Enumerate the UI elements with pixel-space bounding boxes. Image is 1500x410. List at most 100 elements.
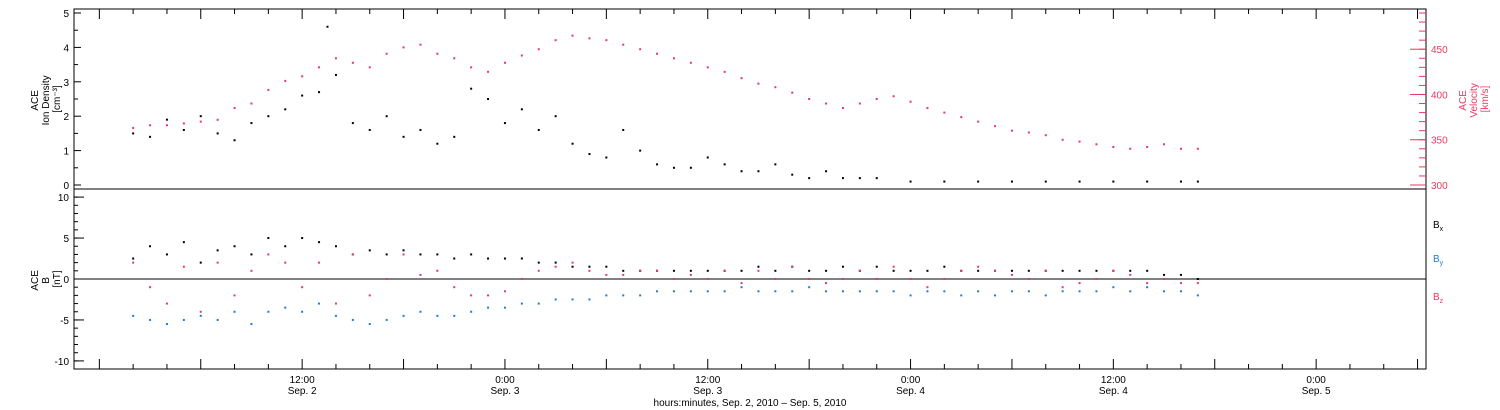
bx-point xyxy=(132,257,135,260)
bz-point xyxy=(926,286,929,289)
bz-point xyxy=(149,286,152,289)
density-point xyxy=(672,166,675,169)
bx-point xyxy=(909,269,912,272)
velocity-point xyxy=(1129,147,1132,150)
velocity-tick-label: 450 xyxy=(1431,45,1448,56)
by-point xyxy=(689,290,692,293)
bz-point xyxy=(318,261,321,264)
velocity-point xyxy=(723,70,726,73)
velocity-point xyxy=(250,102,253,105)
bz-point xyxy=(132,261,135,264)
density-point xyxy=(1010,180,1013,183)
density-point xyxy=(588,153,591,156)
bz-point xyxy=(1112,269,1115,272)
density-point xyxy=(909,180,912,183)
density-point xyxy=(199,115,202,118)
velocity-point xyxy=(419,43,422,46)
density-point xyxy=(165,118,168,121)
by-point xyxy=(656,290,659,293)
bz-point xyxy=(199,310,202,313)
velocity-point xyxy=(892,95,895,98)
velocity-point xyxy=(402,46,405,49)
velocity-point xyxy=(503,61,506,64)
by-point xyxy=(1179,290,1182,293)
by-point xyxy=(1163,290,1166,293)
bx-point xyxy=(334,245,337,248)
bz-point xyxy=(1061,286,1064,289)
bz-point xyxy=(1095,278,1098,280)
field-legend: Bx By Bz xyxy=(1433,220,1444,305)
bx-point xyxy=(757,265,760,268)
by-point xyxy=(841,290,844,293)
bx-point xyxy=(1129,269,1132,272)
by-point xyxy=(1078,290,1081,293)
bz-point xyxy=(216,261,219,264)
bx-point xyxy=(808,269,811,272)
bz-point xyxy=(791,265,794,268)
density-point xyxy=(267,115,270,118)
bz-point xyxy=(334,302,337,305)
bz-point xyxy=(1163,278,1166,280)
by-point xyxy=(216,318,219,321)
density-axis-label-line1: ACE xyxy=(30,90,41,111)
field-axis: -10 -5 0 5 10 xyxy=(55,193,84,368)
by-point xyxy=(808,286,811,289)
bz-point xyxy=(723,269,726,272)
by-point xyxy=(554,298,557,301)
bx-point xyxy=(1163,273,1166,276)
by-point xyxy=(537,302,540,305)
bz-point xyxy=(1078,282,1081,285)
velocity-axis-label-line1: ACE xyxy=(1458,90,1469,111)
density-point xyxy=(791,173,794,176)
by-point xyxy=(960,294,963,297)
bz-point xyxy=(165,302,168,305)
density-point xyxy=(284,108,287,111)
bz-point xyxy=(706,278,709,280)
density-point xyxy=(453,135,456,138)
velocity-point xyxy=(284,79,287,82)
velocity-point xyxy=(571,34,574,37)
bx-point xyxy=(182,241,185,244)
legend-bz: Bz xyxy=(1433,292,1444,305)
bz-point xyxy=(994,269,997,272)
by-point xyxy=(994,294,997,297)
velocity-point xyxy=(1010,129,1013,132)
top-panel-frame xyxy=(73,8,1427,190)
by-point xyxy=(858,290,861,293)
by-point xyxy=(132,314,135,317)
density-point xyxy=(554,115,557,118)
velocity-point xyxy=(791,91,794,94)
density-point xyxy=(1112,180,1115,183)
date-tick-label: Sep. 3 xyxy=(693,386,722,397)
velocity-point xyxy=(875,98,878,100)
velocity-point xyxy=(977,120,980,123)
bx-point xyxy=(892,269,895,272)
bz-point xyxy=(368,294,371,297)
field-axis-label: ACE B [nT] xyxy=(30,267,63,290)
velocity-axis-label-line3: [km/s] xyxy=(1480,85,1491,112)
velocity-point xyxy=(182,122,185,125)
field-tick-label: 5 xyxy=(63,234,69,245)
bx-point xyxy=(706,269,709,272)
velocity-point xyxy=(672,57,675,60)
by-point xyxy=(791,290,794,293)
by-point xyxy=(520,302,523,305)
bz-point xyxy=(503,290,506,293)
velocity-point xyxy=(740,77,743,80)
by-point xyxy=(926,290,929,293)
bx-point xyxy=(487,257,490,260)
bz-point xyxy=(672,278,675,280)
bz-point xyxy=(757,269,760,272)
field-tick-label: -5 xyxy=(60,316,69,327)
bx-point xyxy=(554,261,557,264)
bx-point xyxy=(943,265,946,268)
bz-point xyxy=(892,265,895,268)
density-point xyxy=(1078,180,1081,183)
bottom-panel-marks xyxy=(74,237,1426,326)
density-point xyxy=(503,122,506,125)
bz-point xyxy=(960,269,963,272)
velocity-point xyxy=(436,52,439,55)
bx-point xyxy=(520,257,523,260)
density-point xyxy=(149,135,152,138)
